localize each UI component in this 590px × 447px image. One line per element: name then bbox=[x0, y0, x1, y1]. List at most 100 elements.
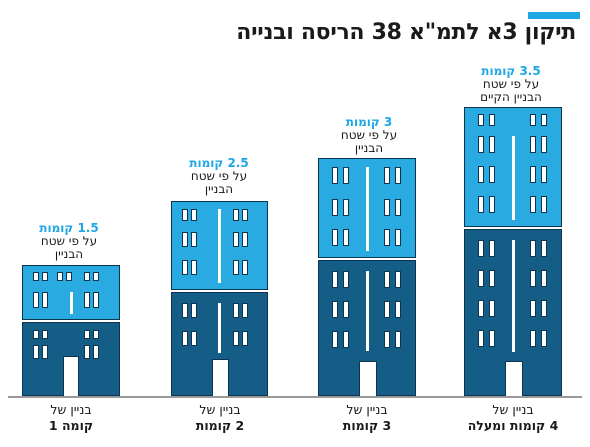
window-icon bbox=[384, 229, 390, 246]
window-icon bbox=[530, 240, 536, 257]
window-icon bbox=[182, 260, 188, 275]
window-icon bbox=[93, 330, 99, 339]
window-icon bbox=[242, 303, 248, 318]
window-icon bbox=[541, 270, 547, 287]
window-icon bbox=[530, 270, 536, 287]
window-strip bbox=[218, 209, 221, 283]
caption-line: בניין של bbox=[492, 402, 534, 417]
window-icon bbox=[395, 271, 401, 288]
window-icon bbox=[33, 292, 39, 308]
window-icon bbox=[395, 199, 401, 216]
new-floors bbox=[464, 107, 562, 227]
door-icon bbox=[359, 361, 377, 397]
note-highlight: 3.5 קומות bbox=[481, 64, 541, 78]
door-icon bbox=[63, 356, 79, 397]
window-icon bbox=[489, 330, 495, 347]
window-icon bbox=[191, 209, 197, 221]
window-icon bbox=[489, 114, 495, 126]
note-highlight: 2.5 קומות bbox=[189, 156, 249, 170]
building-4 bbox=[464, 107, 562, 397]
window-icon bbox=[541, 114, 547, 126]
window-icon bbox=[242, 331, 248, 346]
window-icon bbox=[66, 272, 72, 281]
caption-bold: קומה 1 bbox=[48, 418, 94, 433]
caption-building-1: בניין של קומה 1 bbox=[11, 402, 131, 434]
window-icon bbox=[332, 229, 338, 246]
existing-floors bbox=[22, 322, 120, 397]
note-building-4: 3.5 קומות על פי שטח הבניין הקיים bbox=[456, 65, 566, 104]
window-icon bbox=[489, 240, 495, 257]
building-3 bbox=[318, 158, 416, 397]
window-icon bbox=[182, 232, 188, 247]
window-icon bbox=[478, 114, 484, 126]
note-line: הבניין הקיים bbox=[480, 90, 542, 104]
window-icon bbox=[93, 345, 99, 359]
note-line: על פי שטח bbox=[40, 234, 98, 248]
window-icon bbox=[332, 167, 338, 184]
accent-bar bbox=[528, 12, 580, 19]
window-icon bbox=[33, 345, 39, 359]
note-line: הבניין bbox=[354, 141, 384, 155]
note-building-1: 1.5 קומות על פי שטח הבניין bbox=[14, 222, 124, 261]
building-2 bbox=[171, 201, 268, 397]
caption-building-3: בניין של 3 קומות bbox=[307, 402, 427, 434]
window-icon bbox=[332, 301, 338, 318]
caption-bold: 4 קומות ומעלה bbox=[467, 418, 559, 433]
window-icon bbox=[489, 300, 495, 317]
window-icon bbox=[42, 330, 48, 339]
window-icon bbox=[478, 240, 484, 257]
window-strip bbox=[512, 240, 515, 352]
window-icon bbox=[478, 270, 484, 287]
window-icon bbox=[343, 301, 349, 318]
caption-building-4: בניין של 4 קומות ומעלה bbox=[453, 402, 573, 434]
window-icon bbox=[182, 303, 188, 318]
window-icon bbox=[93, 272, 99, 281]
window-icon bbox=[233, 209, 239, 221]
door-icon bbox=[505, 361, 523, 397]
window-icon bbox=[191, 232, 197, 247]
new-floors bbox=[171, 201, 268, 290]
window-icon bbox=[478, 136, 484, 153]
window-icon bbox=[478, 196, 484, 213]
window-icon bbox=[530, 300, 536, 317]
window-icon bbox=[530, 166, 536, 183]
window-icon bbox=[182, 331, 188, 346]
window-icon bbox=[395, 229, 401, 246]
window-icon bbox=[541, 240, 547, 257]
window-icon bbox=[478, 166, 484, 183]
window-icon bbox=[395, 167, 401, 184]
window-icon bbox=[343, 229, 349, 246]
window-icon bbox=[84, 272, 90, 281]
window-icon bbox=[541, 300, 547, 317]
window-icon bbox=[84, 292, 90, 308]
window-icon bbox=[42, 345, 48, 359]
existing-floors bbox=[171, 292, 268, 397]
window-icon bbox=[489, 270, 495, 287]
window-icon bbox=[541, 196, 547, 213]
window-icon bbox=[395, 301, 401, 318]
window-icon bbox=[530, 114, 536, 126]
window-icon bbox=[384, 331, 390, 348]
caption-bold: 3 קומות bbox=[342, 418, 392, 433]
building-1 bbox=[22, 265, 120, 397]
window-icon bbox=[93, 292, 99, 308]
page-title: תיקון 3א לתמ"א 38 הריסה ובנייה bbox=[236, 20, 576, 45]
note-line: הבניין bbox=[204, 182, 234, 196]
window-strip bbox=[366, 271, 369, 351]
window-icon bbox=[343, 167, 349, 184]
window-icon bbox=[42, 272, 48, 281]
note-building-2: 2.5 קומות על פי שטח הבניין bbox=[164, 157, 274, 196]
window-icon bbox=[332, 271, 338, 288]
window-icon bbox=[84, 345, 90, 359]
note-line: על פי שטח bbox=[340, 128, 398, 142]
window-icon bbox=[33, 330, 39, 339]
existing-floors bbox=[464, 229, 562, 397]
window-icon bbox=[191, 303, 197, 318]
window-icon bbox=[384, 301, 390, 318]
note-line: הבניין bbox=[54, 247, 84, 261]
window-icon bbox=[541, 166, 547, 183]
window-strip bbox=[218, 303, 221, 353]
window-icon bbox=[343, 271, 349, 288]
window-icon bbox=[478, 330, 484, 347]
note-highlight: 1.5 קומות bbox=[39, 221, 99, 235]
